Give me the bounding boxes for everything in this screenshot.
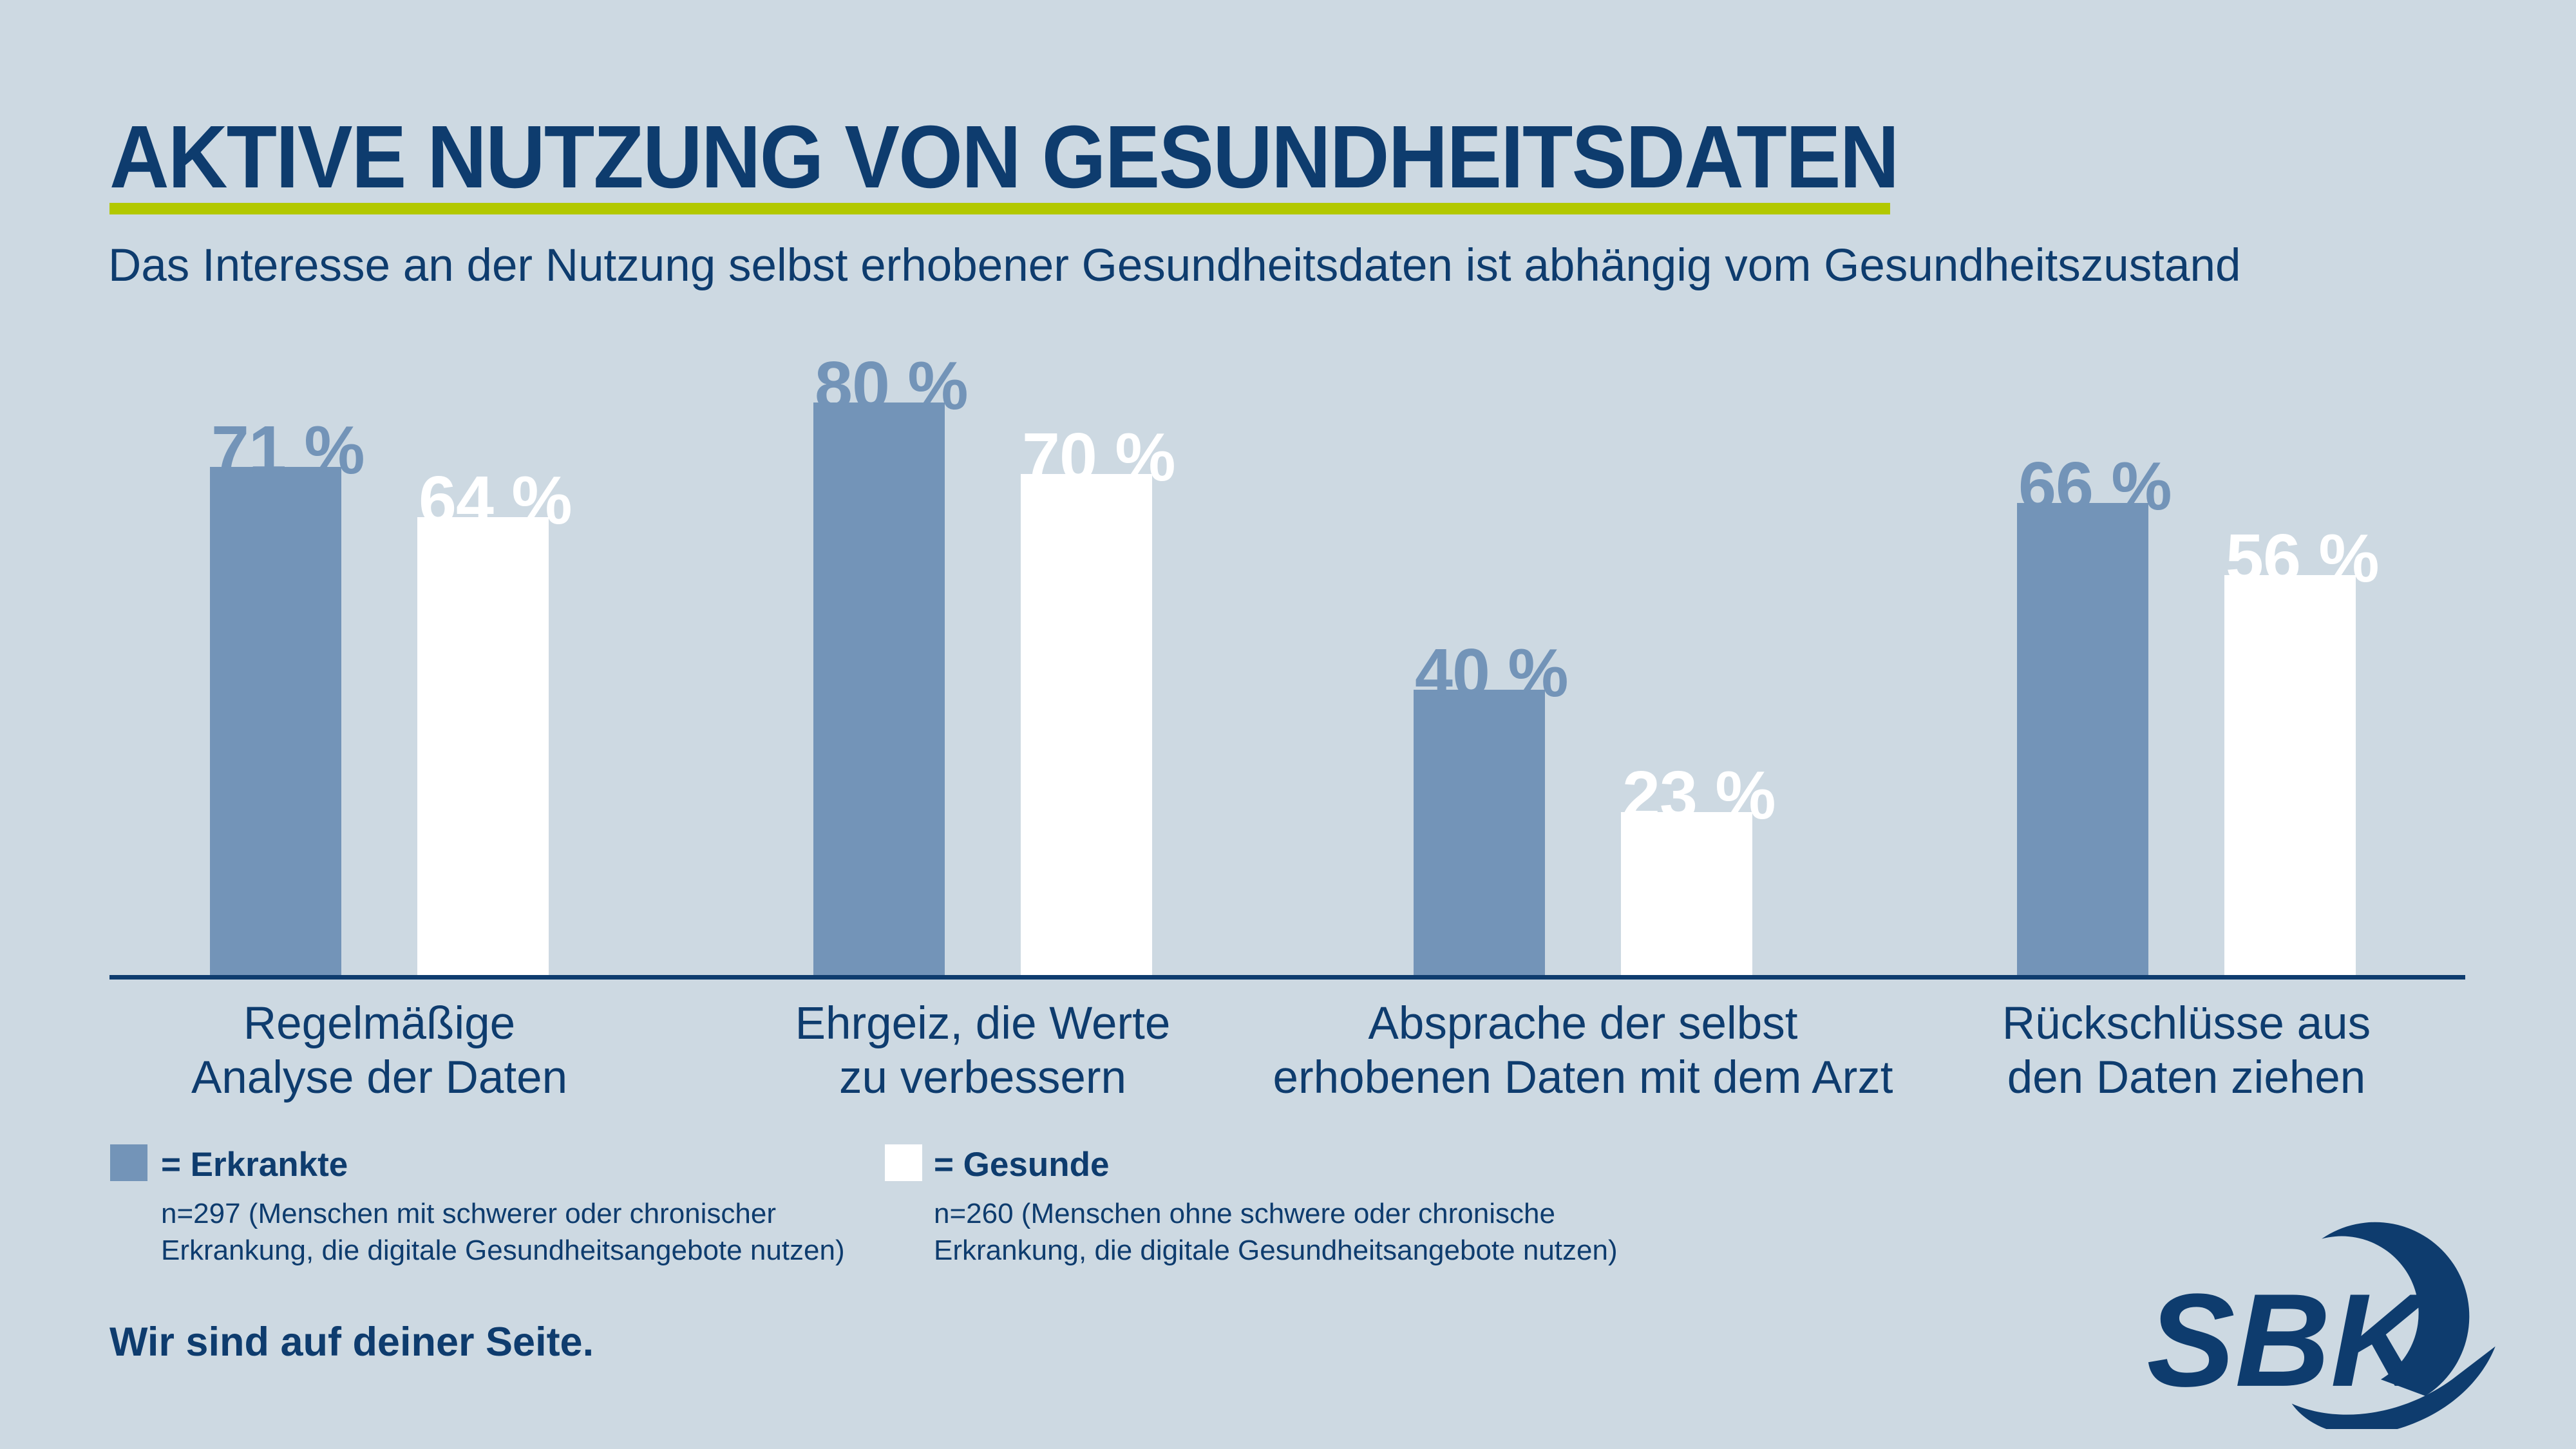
category-label-line: den Daten ziehen [2007,1052,2366,1103]
category-label-line: zu verbessern [839,1052,1126,1103]
legend-swatch-erkrankte [110,1144,147,1181]
bar-erkrankte-group3 [1414,690,1545,977]
bar-gesunde-group3 [1621,812,1752,977]
legend-swatch-gesunde [885,1144,922,1181]
bar-gesunde-group1 [417,517,549,977]
bar-value-label-gesunde-group3: 23 % [1622,757,1776,833]
page-title: AKTIVE NUTZUNG VON GESUNDHEITSDATEN [109,108,1899,207]
legend-note-line: Erkrankung, die digitale Gesundheitsange… [161,1235,845,1266]
bar-value-label-gesunde-group1: 64 % [419,462,573,538]
legend-note-line: n=297 (Menschen mit schwerer oder chroni… [161,1198,777,1229]
bar-value-label-erkrankte-group1: 71 % [211,412,365,488]
legend-note-line: Erkrankung, die digitale Gesundheitsange… [934,1235,1618,1266]
bar-erkrankte-group4 [2017,503,2148,977]
legend-note-erkrankte: n=297 (Menschen mit schwerer oder chroni… [161,1195,845,1269]
category-label-line: Regelmäßige [243,998,516,1049]
bar-erkrankte-group1 [210,467,341,977]
legend-note-gesunde: n=260 (Menschen ohne schwere oder chroni… [934,1195,1618,1269]
legend-label-gesunde: = Gesunde [934,1146,1110,1184]
category-label-line: Ehrgeiz, die Werte [795,998,1171,1049]
sbk-logo-swoosh-icon [2291,1346,2496,1429]
footer-slogan: Wir sind auf deiner Seite. [109,1320,594,1365]
title-underline-bar [109,203,1890,214]
sbk-logo: SBK [2146,1222,2496,1429]
sbk-logo-text: SBK [2146,1266,2434,1414]
bar-gesunde-group4 [2224,575,2356,977]
bar-gesunde-group2 [1021,474,1152,977]
bar-value-label-gesunde-group2: 70 % [1022,419,1176,495]
bar-erkrankte-group2 [813,402,945,977]
legend-label-erkrankte: = Erkrankte [161,1146,348,1184]
category-label-line: Absprache der selbst [1368,998,1798,1049]
page-subtitle: Das Interesse an der Nutzung selbst erho… [108,240,2241,291]
bar-value-label-erkrankte-group4: 66 % [2018,448,2172,524]
category-label-line: erhobenen Daten mit dem Arzt [1273,1052,1893,1103]
x-axis-line [109,975,2465,980]
category-label-line: Analyse der Daten [191,1052,568,1103]
category-label-group1: Regelmäßige Analyse der Daten [0,997,798,1105]
category-label-group2: Ehrgeiz, die Werte zu verbessern [564,997,1401,1105]
bar-value-label-erkrankte-group2: 80 % [815,348,969,424]
category-label-group3: Absprache der selbst erhobenen Daten mit … [1164,997,2002,1105]
sbk-logo-crescent-icon [2322,1222,2470,1396]
category-label-group4: Rückschlüsse aus den Daten ziehen [1768,997,2576,1105]
bar-value-label-erkrankte-group3: 40 % [1415,635,1569,711]
legend-note-line: n=260 (Menschen ohne schwere oder chroni… [934,1198,1555,1229]
category-label-line: Rückschlüsse aus [2002,998,2371,1049]
bar-value-label-gesunde-group4: 56 % [2226,520,2380,596]
